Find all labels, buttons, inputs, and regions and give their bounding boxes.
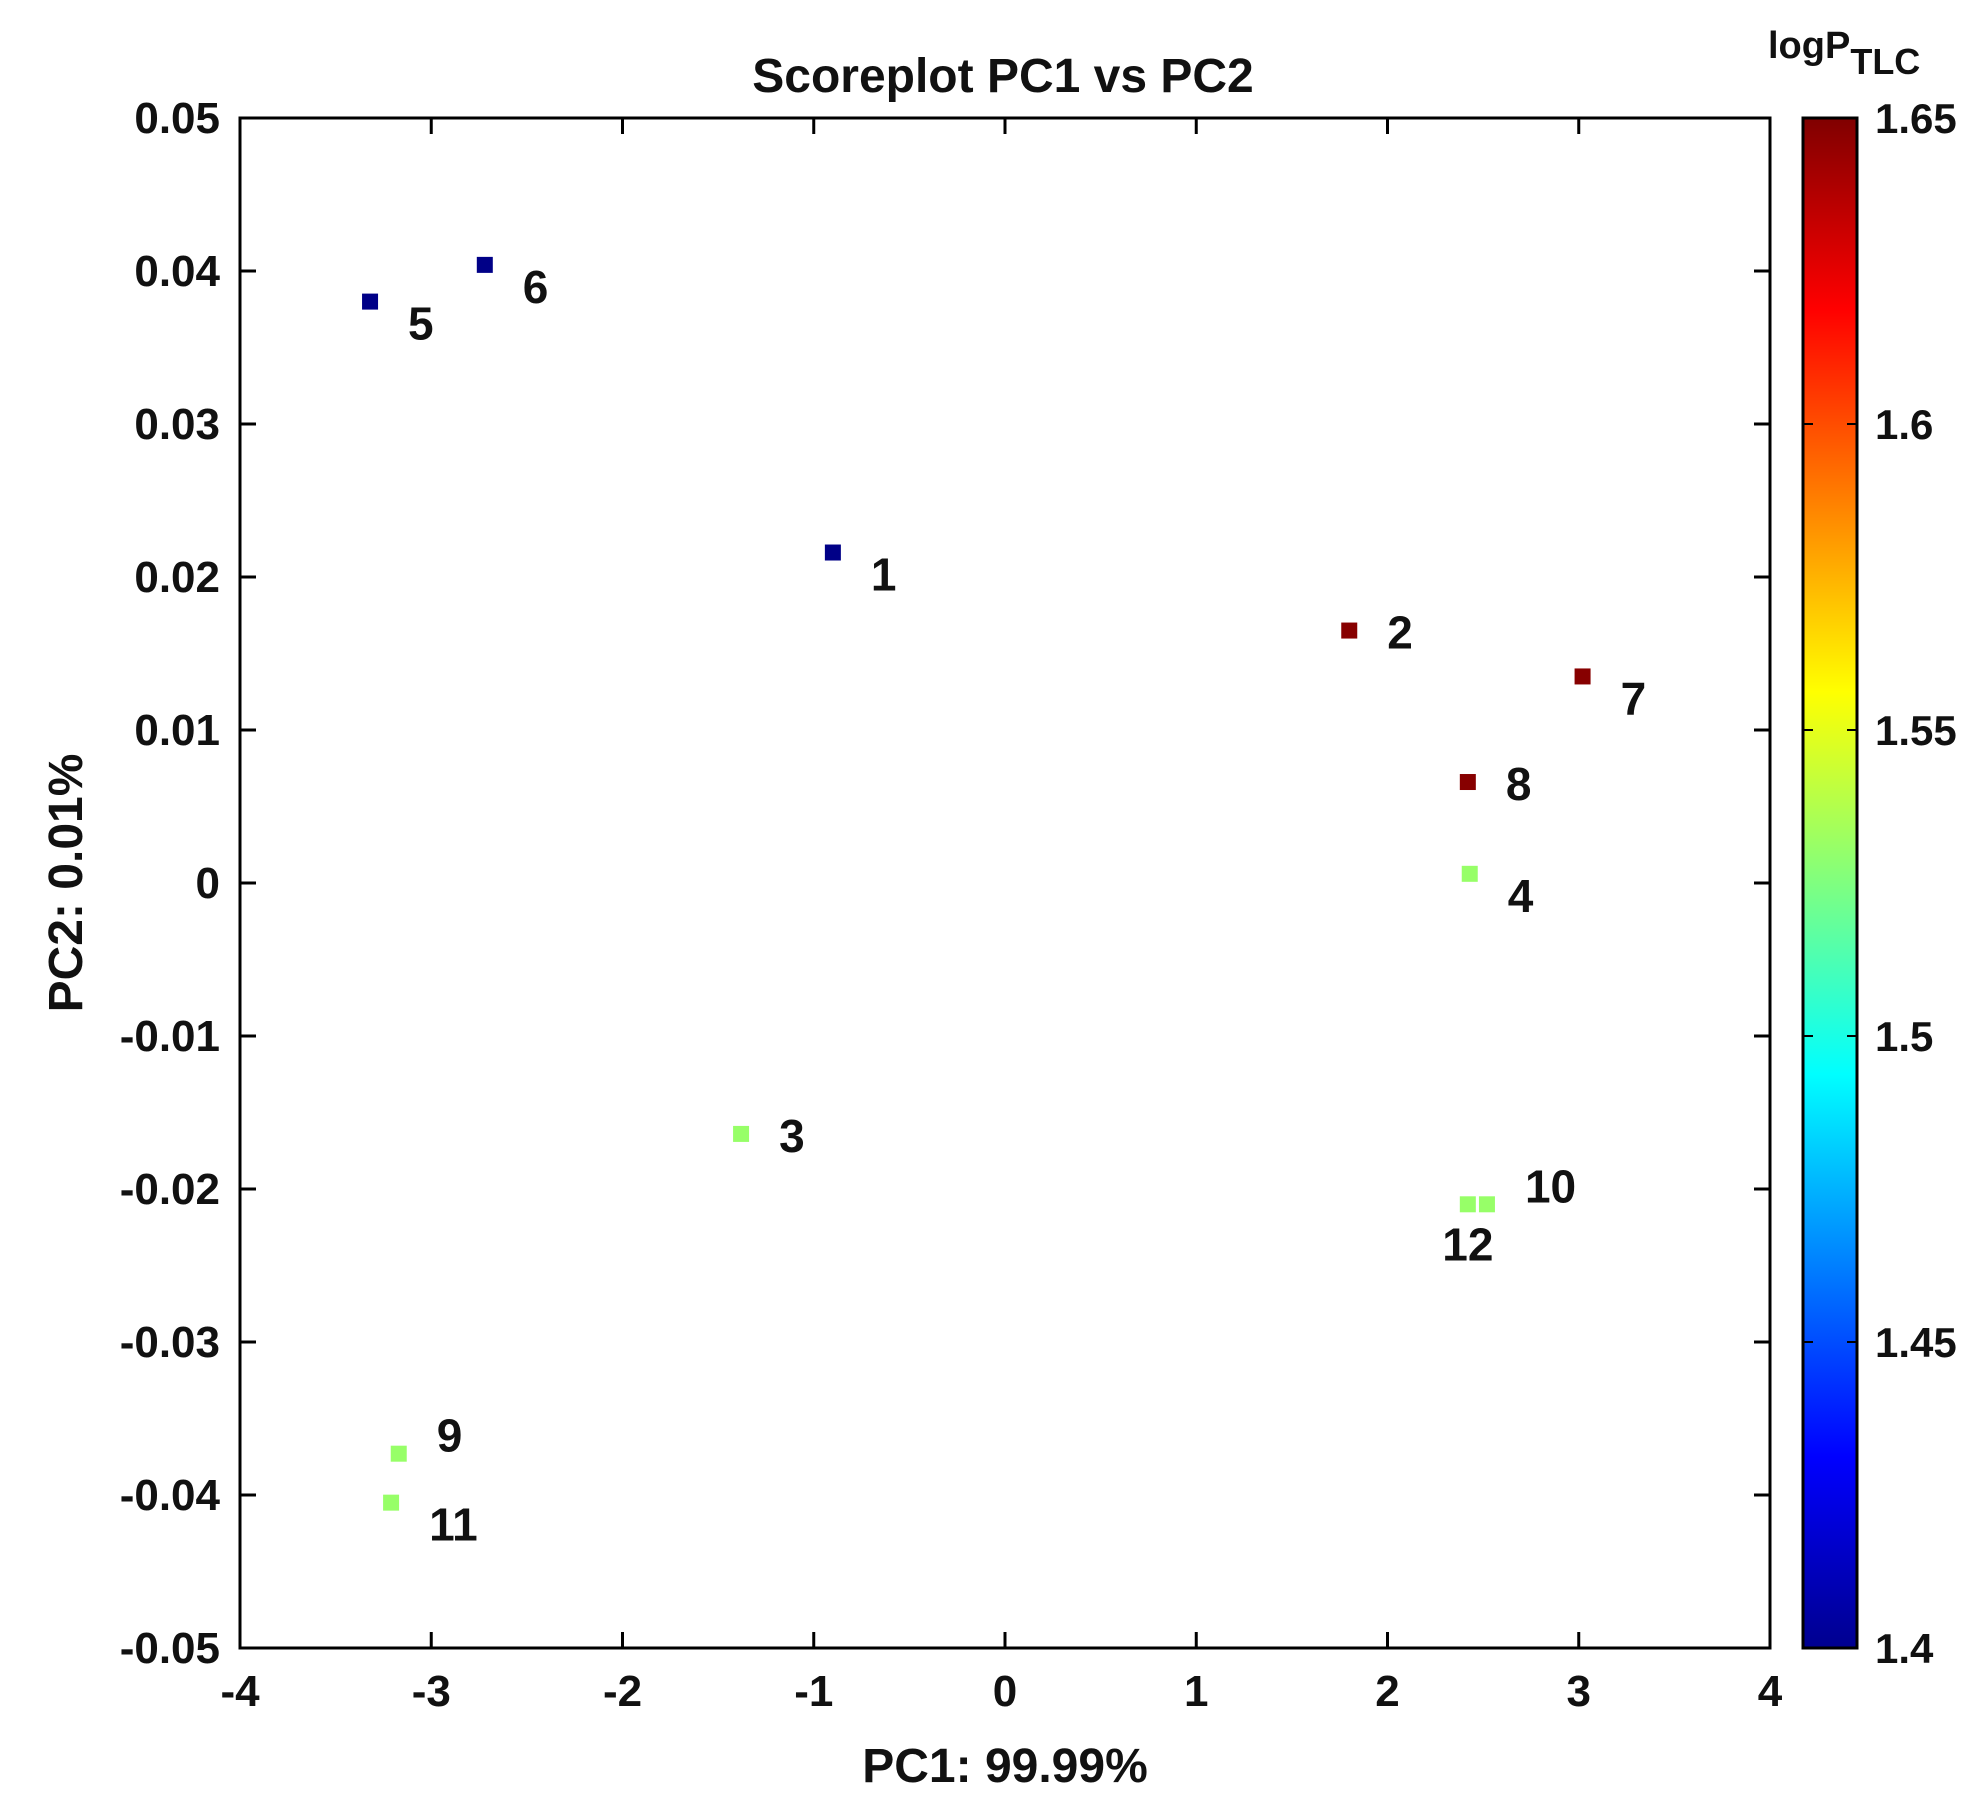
y-tick-label: 0 xyxy=(196,859,220,908)
colorbar-tick-labels: 1.4 1.45 1.5 1.55 1.6 1.65 xyxy=(1875,95,1957,1672)
colorbar-tick-label: 1.6 xyxy=(1875,401,1933,448)
data-point xyxy=(383,1494,400,1511)
data-point xyxy=(824,544,841,561)
point-label: 11 xyxy=(429,1499,478,1551)
x-tick-label: -3 xyxy=(412,1667,451,1716)
x-tick-label: -4 xyxy=(220,1667,260,1716)
colorbar-tick-label: 1.45 xyxy=(1875,1319,1957,1366)
x-tick-label: 0 xyxy=(993,1667,1017,1716)
point-label: 10 xyxy=(1525,1160,1576,1212)
point-label: 6 xyxy=(523,261,549,313)
point-label: 8 xyxy=(1506,758,1532,810)
x-tick-label: -1 xyxy=(794,1667,833,1716)
point-label: 5 xyxy=(408,298,434,350)
x-tick-label: -2 xyxy=(603,1667,642,1716)
data-point xyxy=(476,256,493,273)
y-tick-label: -0.02 xyxy=(120,1165,220,1214)
plot-area xyxy=(238,116,1772,1650)
chart-title: Scoreplot PC1 vs PC2 xyxy=(752,50,1254,103)
x-tick-labels: -4 -3 -2 -1 0 1 2 3 4 xyxy=(220,1667,1782,1716)
colorbar-title-main: logP xyxy=(1768,25,1850,67)
colorbar-ticks xyxy=(1803,117,1857,1649)
data-point xyxy=(1459,1196,1476,1213)
data-point xyxy=(390,1445,407,1462)
point-label: 9 xyxy=(437,1410,463,1462)
y-tick-label: 0.04 xyxy=(134,247,220,296)
data-point xyxy=(1574,668,1591,685)
y-tick-label: 0.03 xyxy=(134,400,220,449)
colorbar-title: logPTLC xyxy=(1768,25,1920,82)
data-point xyxy=(1341,622,1358,639)
point-label: 4 xyxy=(1508,870,1534,922)
colorbar-tick-label: 1.4 xyxy=(1875,1625,1934,1672)
y-tick-label: 0.02 xyxy=(134,553,220,602)
data-point xyxy=(1461,865,1478,882)
x-axis-label: PC1: 99.99% xyxy=(862,1740,1148,1793)
axis-ticks xyxy=(238,116,1772,1650)
y-tick-label: -0.05 xyxy=(120,1624,220,1673)
colorbar-tick-label: 1.65 xyxy=(1875,95,1957,142)
colorbar-tick-label: 1.55 xyxy=(1875,707,1957,754)
x-tick-label: 1 xyxy=(1184,1667,1208,1716)
y-tick-label: 0.05 xyxy=(134,94,220,143)
point-label: 12 xyxy=(1442,1218,1493,1270)
x-tick-label: 4 xyxy=(1758,1667,1783,1716)
colorbar xyxy=(1801,116,1859,1650)
point-label: 3 xyxy=(779,1110,805,1162)
point-label: 7 xyxy=(1621,672,1647,724)
y-axis-label: PC2: 0.01% xyxy=(40,754,93,1013)
y-tick-label: -0.03 xyxy=(120,1318,220,1367)
colorbar-title-subscript: TLC xyxy=(1850,41,1920,82)
colorbar-tick-label: 1.5 xyxy=(1875,1013,1933,1060)
data-points xyxy=(362,256,1591,1511)
point-label: 2 xyxy=(1387,607,1413,659)
y-tick-label: -0.01 xyxy=(120,1012,220,1061)
y-tick-label: 0.01 xyxy=(134,706,220,755)
data-point xyxy=(1478,1196,1495,1213)
point-label: 1 xyxy=(871,549,897,601)
y-tick-label: -0.04 xyxy=(120,1471,221,1520)
data-point xyxy=(733,1125,750,1142)
y-tick-labels: -0.05 -0.04 -0.03 -0.02 -0.01 0 0.01 0.02 0.03 0.… xyxy=(120,94,221,1673)
x-tick-label: 2 xyxy=(1375,1667,1399,1716)
x-tick-label: 3 xyxy=(1567,1667,1591,1716)
data-point xyxy=(362,293,379,310)
data-point xyxy=(1459,774,1476,791)
